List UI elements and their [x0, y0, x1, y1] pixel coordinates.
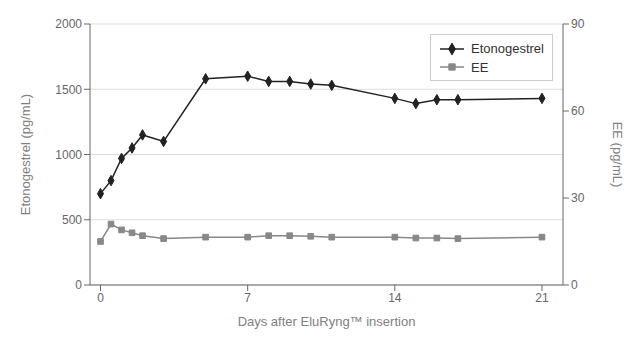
svg-text:30: 30	[571, 191, 585, 205]
svg-text:90: 90	[571, 17, 585, 31]
svg-text:1000: 1000	[55, 148, 82, 162]
svg-text:60: 60	[571, 104, 585, 118]
svg-text:Days after EluRyng™ insertion: Days after EluRyng™ insertion	[238, 314, 416, 329]
svg-text:0: 0	[75, 278, 82, 292]
svg-text:7: 7	[244, 291, 251, 305]
svg-text:500: 500	[62, 213, 82, 227]
svg-text:0: 0	[571, 278, 578, 292]
svg-text:1500: 1500	[55, 83, 82, 97]
svg-text:2000: 2000	[55, 17, 82, 31]
svg-text:0: 0	[97, 291, 104, 305]
svg-text:EE (pg/mL): EE (pg/mL)	[610, 122, 625, 188]
svg-text:21: 21	[535, 291, 549, 305]
svg-text:Etonogestrel (pg/mL): Etonogestrel (pg/mL)	[18, 94, 33, 215]
html-text:EE: EE	[471, 59, 489, 75]
svg-text:14: 14	[388, 291, 402, 305]
html-text:Etonogestrel: Etonogestrel	[471, 40, 544, 56]
